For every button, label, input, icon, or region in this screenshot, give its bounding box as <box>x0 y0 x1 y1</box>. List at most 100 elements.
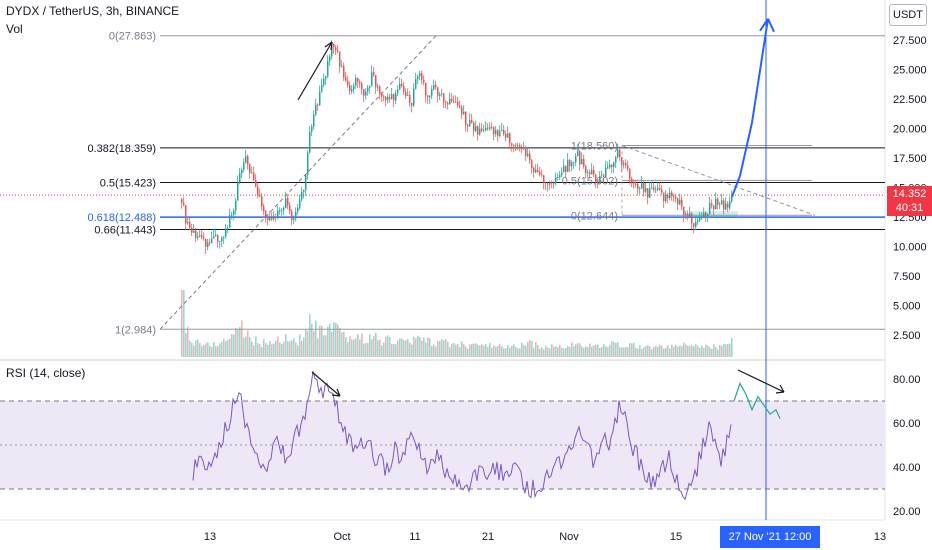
volume-bar <box>387 335 389 357</box>
volume-bar <box>377 339 379 357</box>
time-tick-label: Nov <box>559 531 579 543</box>
volume-bar <box>251 341 253 357</box>
volume-bar <box>475 343 477 357</box>
volume-bar <box>275 340 277 357</box>
candle-body <box>455 102 457 104</box>
candle-body <box>275 216 277 218</box>
candle-body <box>641 183 643 189</box>
candle-body <box>181 199 183 203</box>
candle-body <box>351 89 353 92</box>
symbol-title[interactable]: DYDX / TetherUS, 3h, BINANCE <box>6 4 180 18</box>
rsi-projection-head <box>775 384 785 394</box>
rsi-label[interactable]: RSI (14, close) <box>6 366 86 380</box>
candle-body <box>491 127 493 128</box>
volume-bar <box>701 345 703 357</box>
candle-body <box>543 175 545 183</box>
candle-body <box>199 235 201 237</box>
candle-body <box>715 198 717 210</box>
candle-body <box>579 151 581 165</box>
candle-body <box>717 198 719 205</box>
candle-body <box>677 198 679 205</box>
candle-body <box>511 143 513 146</box>
rsi-series <box>192 369 785 501</box>
candle-body <box>595 174 597 182</box>
volume-bar <box>233 334 235 357</box>
volume-bars <box>181 289 733 357</box>
candle-body <box>489 127 491 129</box>
candle-body <box>631 178 633 182</box>
volume-bar <box>551 344 553 357</box>
fib-retracement-main[interactable]: 0(27.863) 0.382(18.359) 0.5(15.423) 0.618(1… <box>0 31 885 337</box>
volume-bar <box>609 344 611 357</box>
volume-bar <box>305 329 307 357</box>
volume-bar <box>549 348 551 357</box>
volume-bar <box>363 343 365 357</box>
volume-bar <box>641 348 643 357</box>
candle-body <box>507 133 509 138</box>
volume-bar <box>361 333 363 357</box>
volume-bar <box>673 346 675 357</box>
candle-body <box>635 183 637 185</box>
volume-bar <box>347 342 349 357</box>
currency-button[interactable]: USDT <box>889 4 927 26</box>
volume-bar <box>577 342 579 357</box>
candle-body <box>535 169 537 173</box>
volume-bar <box>195 340 197 357</box>
candle-body <box>533 167 535 173</box>
volume-bar <box>267 344 269 357</box>
volume-bar <box>225 341 227 357</box>
candle-body <box>399 83 401 90</box>
axes: 27.50025.00022.50020.00017.50015.00012.5… <box>204 35 927 543</box>
candle-body <box>697 220 699 222</box>
candle-body <box>483 130 485 132</box>
volume-bar <box>637 348 639 357</box>
candle-body <box>207 242 209 247</box>
volume-bar <box>215 345 217 357</box>
volume-bar <box>351 339 353 357</box>
fib-level-label: 0.618(12.488) <box>88 212 157 224</box>
candle-body <box>315 104 317 115</box>
volume-bar <box>655 345 657 357</box>
rsi-projection <box>733 381 781 419</box>
time-tick-label: 13 <box>204 531 216 543</box>
drawings[interactable] <box>159 0 816 520</box>
volume-bar <box>557 347 559 357</box>
candle-body <box>559 175 561 178</box>
volume-bar <box>183 290 185 357</box>
candle-body <box>471 119 473 123</box>
candle-body <box>249 164 251 173</box>
price-tick-label: 10.000 <box>893 242 927 254</box>
volume-bar <box>613 341 615 357</box>
volume-bar <box>445 339 447 357</box>
volume-bar <box>499 344 501 357</box>
volume-bar <box>191 342 193 357</box>
volume-bar <box>385 336 387 357</box>
volume-bar <box>259 343 261 357</box>
volume-bar <box>395 344 397 357</box>
candle-body <box>669 192 671 199</box>
volume-bar <box>503 348 505 357</box>
candle-body <box>481 128 483 131</box>
volume-bar <box>685 344 687 357</box>
candle-body <box>299 199 301 208</box>
candle-body <box>389 96 391 99</box>
candle-body <box>605 167 607 177</box>
volume-bar <box>705 344 707 357</box>
candle-body <box>545 182 547 184</box>
candle-body <box>611 164 613 168</box>
candle-body <box>499 130 501 136</box>
volume-bar <box>211 347 213 357</box>
candle-body <box>719 204 721 206</box>
volume-bar <box>711 348 713 357</box>
candle-body <box>211 238 213 243</box>
volume-bar <box>639 345 641 357</box>
candle-body <box>203 237 205 239</box>
volume-bar <box>505 348 507 357</box>
candle-body <box>685 213 687 215</box>
candle-body <box>403 86 405 92</box>
volume-label[interactable]: Vol <box>6 22 23 36</box>
candle-body <box>597 181 599 182</box>
volume-bar <box>185 332 187 357</box>
candle-body <box>395 93 397 101</box>
